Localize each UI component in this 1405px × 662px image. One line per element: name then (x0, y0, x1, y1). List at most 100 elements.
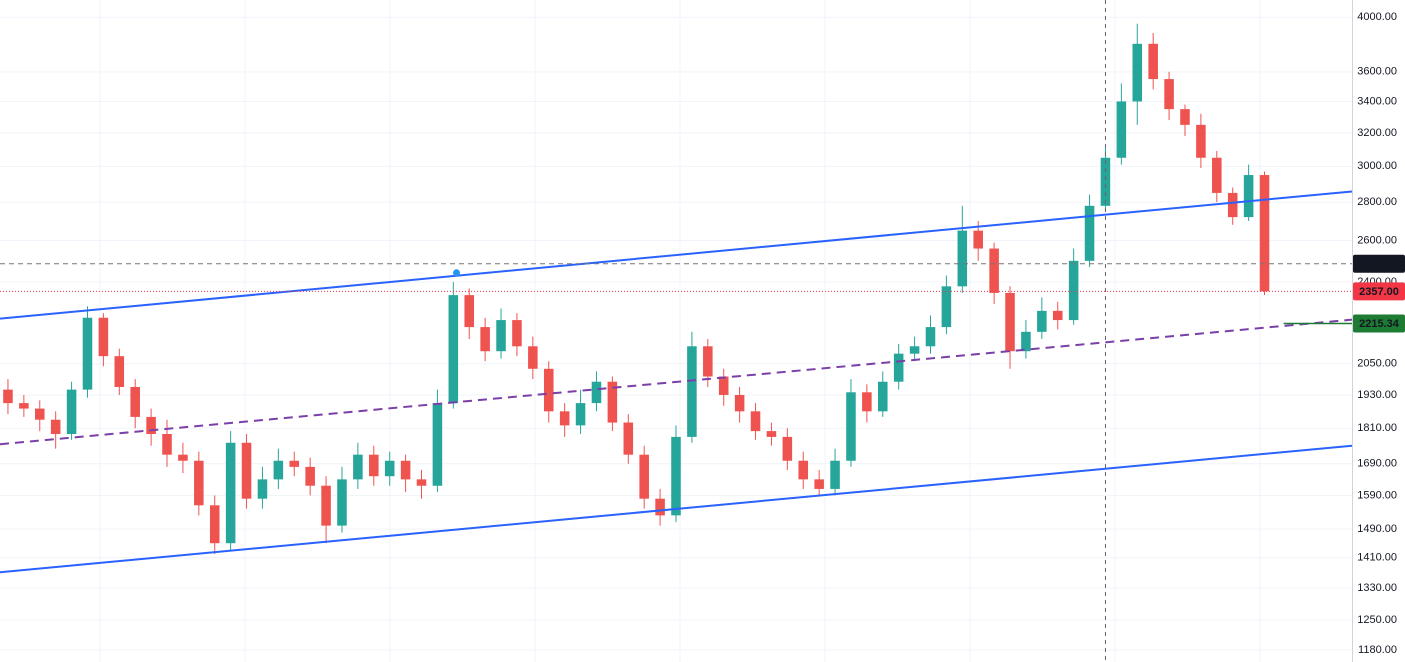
candle-body (225, 442, 236, 544)
candle-body (830, 460, 840, 489)
candle-body (718, 376, 729, 395)
candle-body (178, 454, 188, 461)
candle-body (1100, 157, 1111, 206)
y-tick-label: 1180.00 (1358, 644, 1397, 656)
candle-body (639, 454, 649, 499)
y-tick-label: 2600.00 (1357, 234, 1397, 246)
candle-body (194, 460, 204, 506)
candle-body (1212, 157, 1222, 193)
candle-body (846, 392, 856, 461)
y-tick-label: 3200.00 (1357, 127, 1397, 139)
candle-body (1227, 192, 1238, 218)
y-tick-label: 1690.00 (1357, 458, 1397, 470)
price-label: 2215.34 (1359, 318, 1400, 330)
candle-body (528, 346, 538, 369)
candle-body (34, 408, 45, 420)
candle-body (209, 505, 220, 544)
candle-body (750, 411, 761, 432)
trend-line (0, 190, 1353, 320)
y-tick-label: 1810.00 (1357, 422, 1397, 434)
candle-body (432, 403, 443, 486)
price-label: 2485.72 (1359, 258, 1399, 270)
candle-body (973, 230, 983, 249)
candle-body (114, 356, 125, 387)
price-label-box (1353, 314, 1405, 333)
candle-body (1084, 205, 1095, 261)
candle-body (400, 460, 411, 480)
candle-body (416, 479, 427, 486)
candle-body (925, 327, 936, 347)
candle-body (909, 346, 920, 354)
marker-point (452, 269, 460, 277)
y-tick-label: 3400.00 (1357, 95, 1397, 107)
y-tick-label: 1330.00 (1357, 582, 1397, 594)
candle-body (448, 295, 459, 404)
price-label-box (1353, 254, 1405, 273)
candle-body (241, 442, 252, 499)
candle-body (1259, 175, 1270, 292)
candle-body (66, 389, 77, 435)
candle-body (130, 386, 140, 417)
candle-body (989, 248, 999, 293)
candle-body (146, 416, 156, 435)
candle-body (1132, 43, 1143, 102)
candle-body (655, 498, 665, 516)
candle-body (353, 454, 363, 480)
candle-body (591, 381, 602, 404)
y-tick-label: 2800.00 (1357, 196, 1397, 208)
trend-line (0, 444, 1353, 574)
candle-body (162, 434, 172, 455)
candle-body (862, 392, 872, 412)
price-label: 2357.00 (1359, 286, 1399, 298)
candle-body (941, 286, 952, 328)
candle-body (1164, 79, 1174, 110)
candle-body (305, 466, 315, 486)
candle-body (957, 230, 968, 287)
candle-body (1037, 310, 1047, 332)
y-tick-label: 1490.00 (1357, 523, 1397, 535)
trend-line (0, 318, 1353, 446)
candle-body (1068, 260, 1079, 321)
candle-body (1116, 101, 1127, 158)
candle-body (369, 454, 379, 477)
candle-body (1005, 292, 1015, 352)
candle-body (893, 353, 904, 382)
candle-body (321, 485, 331, 526)
candle-body (782, 436, 793, 461)
candle-body (384, 460, 395, 477)
candle-body (703, 346, 713, 377)
y-tick-label: 1410.00 (1357, 552, 1397, 564)
candle-body (559, 411, 570, 426)
y-tick-label: 1250.00 (1357, 614, 1397, 626)
candle-body (337, 479, 347, 526)
price-label-box (1353, 282, 1405, 301)
y-tick-label: 3600.00 (1357, 66, 1397, 78)
candle-body (1180, 109, 1190, 125)
candle-body (623, 422, 634, 455)
candle-body (1196, 124, 1206, 158)
candle-body (496, 320, 506, 352)
candle-body (575, 403, 586, 426)
y-tick-label: 3000.00 (1357, 160, 1397, 172)
candle-body (464, 295, 474, 328)
y-tick-label: 1930.00 (1357, 389, 1397, 401)
candle-body (814, 479, 824, 489)
y-tick-label: 1590.00 (1357, 489, 1397, 501)
candle-body (3, 389, 13, 404)
candle-body (480, 327, 490, 352)
candle-body (687, 346, 697, 437)
candle-body (1052, 310, 1063, 321)
candle-body (50, 419, 61, 435)
candle-body (607, 381, 618, 423)
candle-body (82, 317, 93, 390)
candle-body (766, 431, 777, 437)
candle-body (289, 460, 300, 467)
candle-body (273, 460, 284, 480)
y-tick-label: 4000.00 (1357, 11, 1397, 23)
candle-body (878, 381, 888, 412)
candle-body (1243, 175, 1254, 218)
candle-body (19, 403, 29, 409)
candle-body (257, 479, 268, 499)
